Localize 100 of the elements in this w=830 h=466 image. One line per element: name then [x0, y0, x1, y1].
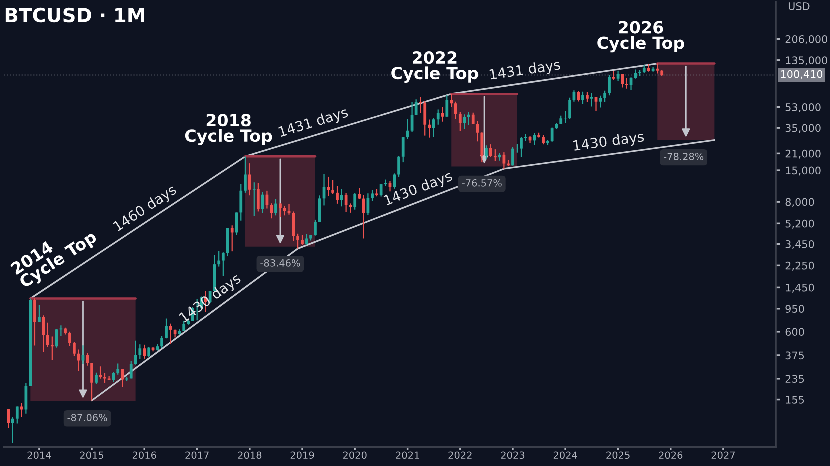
candlestick	[160, 336, 164, 349]
candlestick	[358, 188, 361, 200]
candlestick	[634, 69, 638, 80]
x-tick-label: 2018	[238, 452, 262, 460]
candlestick	[577, 90, 580, 102]
ref-line-label: 100,410	[781, 70, 823, 80]
candlestick	[432, 118, 436, 138]
candlestick	[130, 360, 133, 380]
candlestick	[73, 342, 76, 357]
candlestick	[11, 416, 14, 444]
y-tick-label: 135,000	[786, 56, 828, 66]
y-tick-label: 53,000	[786, 104, 821, 112]
annotation: -76.57%	[462, 179, 502, 187]
candlestick	[398, 156, 400, 178]
candlestick	[121, 368, 124, 388]
candlestick	[138, 344, 142, 360]
y-tick-label: 155	[786, 396, 804, 404]
candlestick	[494, 149, 497, 162]
y-tick-label: 2,250	[786, 262, 814, 271]
candlestick	[95, 372, 98, 386]
candlestick	[134, 340, 138, 366]
candlestick	[446, 94, 449, 118]
candlestick	[165, 318, 168, 340]
candlestick	[586, 91, 589, 103]
y-tick-label: 206,000	[786, 35, 828, 44]
candlestick	[314, 219, 317, 236]
candlestick	[50, 336, 54, 361]
x-tick-label: 2021	[396, 452, 420, 460]
candlestick	[414, 99, 418, 116]
candlestick	[301, 234, 304, 246]
candlestick	[568, 97, 572, 120]
candlestick	[490, 144, 492, 158]
candlestick	[419, 96, 422, 114]
candlestick	[90, 362, 94, 402]
candlestick	[485, 145, 488, 160]
annotation: -87.06%	[68, 414, 108, 422]
candlestick	[240, 184, 243, 222]
candlestick	[306, 234, 308, 246]
candlestick	[222, 252, 225, 277]
candlestick	[480, 132, 484, 164]
candlestick	[99, 366, 102, 380]
candlestick	[467, 111, 470, 126]
candlestick	[60, 325, 63, 337]
x-tick-label: 2026	[659, 452, 683, 460]
candlestick	[604, 90, 606, 103]
candlestick	[542, 134, 545, 146]
candlestick	[512, 146, 514, 166]
candlestick	[406, 118, 410, 140]
y-tick-label: 375	[786, 352, 804, 360]
candlestick	[116, 363, 120, 376]
candlestick	[42, 315, 46, 353]
y-tick-label: 15,000	[786, 166, 821, 176]
candlestick	[283, 205, 286, 216]
y-axis-title: USD	[788, 2, 810, 10]
candlestick	[46, 322, 50, 348]
candlestick	[104, 372, 106, 384]
candlestick	[20, 402, 24, 418]
candlestick	[380, 184, 383, 198]
x-tick-label: 2024	[554, 452, 578, 460]
candlestick	[327, 176, 330, 197]
candlestick	[270, 203, 274, 220]
x-tick-label: 2022	[448, 452, 472, 460]
candlestick	[68, 331, 72, 347]
candlestick	[520, 136, 523, 158]
candlestick	[248, 163, 252, 196]
candlestick	[612, 70, 616, 82]
candlestick	[441, 106, 444, 122]
candlestick	[261, 192, 264, 214]
candlestick	[582, 91, 584, 105]
annotation: -78.28%	[664, 153, 704, 160]
candlestick	[230, 225, 234, 252]
x-tick-label: 2017	[186, 452, 209, 460]
y-tick-label: 3,450	[786, 240, 814, 250]
candlestick	[256, 182, 260, 212]
candlestick	[454, 101, 458, 120]
candlestick	[458, 112, 462, 132]
annotation: 1431 days	[278, 106, 350, 140]
candlestick	[436, 109, 440, 126]
annotation: -83.46%	[260, 260, 300, 267]
annotation: 2026 Cycle Top	[598, 21, 684, 53]
candlestick	[424, 100, 427, 136]
annotation: 1430 days	[573, 130, 645, 154]
candlestick	[143, 344, 146, 360]
x-tick-label: 2027	[712, 452, 736, 460]
x-tick-label: 2015	[80, 452, 104, 460]
candlestick	[38, 304, 41, 323]
candlestick	[349, 203, 352, 214]
candlestick	[169, 323, 172, 345]
x-tick-label: 2023	[501, 452, 525, 460]
annotation: 1430 days	[384, 170, 454, 208]
y-tick-label: 1,450	[786, 284, 814, 293]
x-tick-label: 2020	[343, 452, 367, 460]
y-tick-label: 235	[786, 375, 804, 384]
candlestick	[16, 406, 19, 424]
y-tick-label: 21,000	[786, 150, 821, 159]
y-tick-label: 600	[786, 328, 804, 336]
y-tick-label: 5,200	[786, 220, 814, 229]
x-tick-label: 2016	[132, 452, 156, 460]
chart-title: BTCUSD · 1M	[6, 8, 144, 23]
candlestick	[550, 127, 554, 142]
